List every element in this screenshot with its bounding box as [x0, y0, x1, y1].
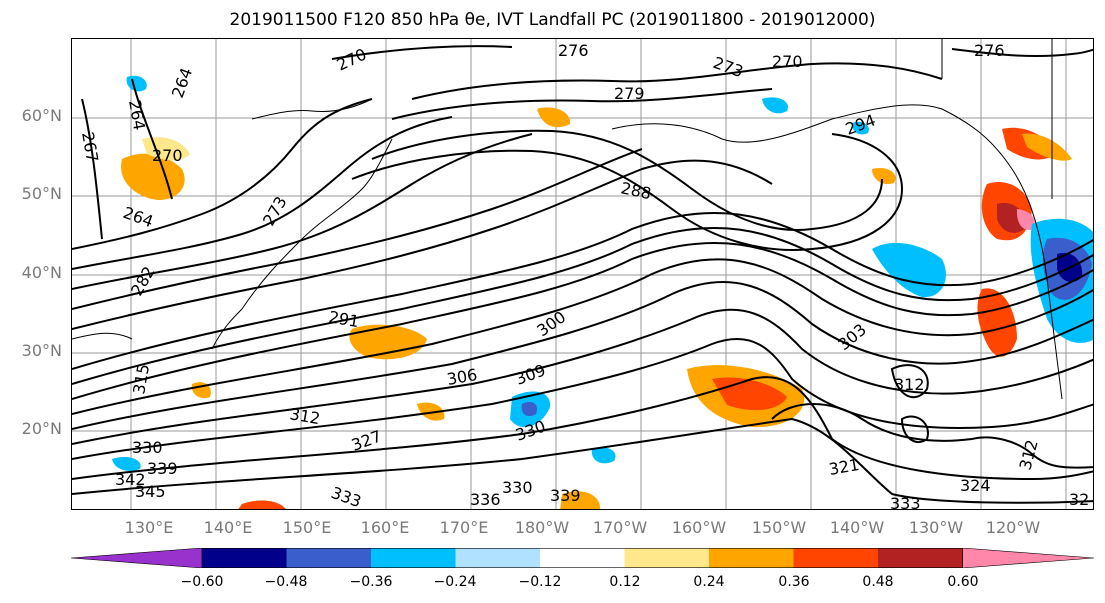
coastlines: [72, 39, 1063, 400]
lon-label: 120°W: [985, 518, 1041, 537]
contour-label: 342: [115, 470, 146, 489]
contour-label: 267: [78, 130, 102, 163]
contour-label: 321: [827, 455, 860, 479]
map-panel: 276 270 273 270 276 264 264 279 267 270 …: [71, 38, 1094, 510]
colorbar: [71, 548, 1095, 568]
contour-label: 270: [152, 146, 183, 165]
colorbar-tick-label: 0.48: [862, 574, 894, 590]
colorbar-segment: [286, 548, 371, 568]
contour-label: 279: [614, 84, 645, 103]
contour-label: 339: [147, 459, 178, 478]
colorbar-tick-label: 0.24: [693, 574, 725, 590]
map-canvas: 276 270 273 270 276 264 264 279 267 270 …: [72, 39, 1093, 510]
contour-label: 312: [288, 404, 321, 428]
contour-label: 330: [132, 438, 163, 457]
lat-label: 40°N: [21, 263, 62, 282]
colorbar-tick-label: −0.24: [433, 574, 477, 590]
contour-label: 324: [960, 476, 991, 495]
contour-label: 333: [329, 483, 364, 510]
contour-label: 288: [619, 178, 653, 203]
colorbar-segment: [455, 548, 540, 568]
lon-label: 180°W: [514, 518, 570, 537]
map-title: 2019011500 F120 850 hPa θe, IVT Landfall…: [229, 10, 876, 30]
contour-label: 336: [470, 490, 501, 509]
lon-label: 150°E: [282, 518, 332, 537]
contour-label: 264: [125, 98, 149, 131]
colorbar-outline: [201, 548, 963, 568]
lon-label: 140°E: [203, 518, 253, 537]
contour-label: 264: [121, 203, 156, 231]
contour-label: 270: [334, 44, 370, 74]
contour-label: 339: [550, 486, 581, 505]
theta-e-contours: [72, 45, 1093, 504]
lon-label: 130°E: [124, 518, 174, 537]
colorbar-tick-label: −0.60: [180, 574, 224, 590]
contour-label: 264: [168, 65, 196, 100]
contour-label: 330: [502, 478, 533, 497]
colorbar-tick-label: −0.12: [518, 574, 562, 590]
colorbar-extend-min: [71, 548, 203, 568]
colorbar-segment: [202, 548, 287, 568]
ivt-shading: [112, 75, 1093, 509]
contour-label: 273: [711, 53, 746, 81]
colorbar-segment: [371, 548, 456, 568]
contour-label: 273: [259, 193, 291, 229]
colorbar-tick-label: 0.60: [947, 574, 979, 590]
lon-label: 170°E: [439, 518, 489, 537]
lat-label: 60°N: [21, 106, 62, 125]
contour-label: 333: [890, 494, 921, 510]
lat-label: 50°N: [21, 184, 62, 203]
contour-label: 312: [1016, 438, 1042, 472]
contour-label: 315: [129, 362, 153, 395]
contour-label: 309: [513, 360, 548, 388]
lat-label: 30°N: [21, 341, 62, 360]
contour-label: 276: [558, 41, 589, 60]
colorbar-segment: [540, 548, 625, 568]
contour-label: 312: [894, 375, 925, 394]
colorbar-tick-label: −0.48: [264, 574, 308, 590]
lat-label: 20°N: [21, 419, 62, 438]
contour-label: 291: [327, 307, 360, 331]
lon-label: 130°W: [908, 518, 964, 537]
contour-label: 276: [974, 41, 1005, 60]
contour-label: 345: [135, 482, 166, 501]
lon-label: 170°W: [592, 518, 648, 537]
contour-label: 270: [772, 52, 803, 71]
colorbar-tick-label: 0.12: [609, 574, 641, 590]
colorbar-segment: [624, 548, 709, 568]
colorbar-tick-label: 0.36: [778, 574, 810, 590]
colorbar-extend-max: [962, 548, 1095, 568]
colorbar-segment: [793, 548, 878, 568]
lon-label: 160°E: [360, 518, 410, 537]
contour-label: 303: [834, 320, 870, 354]
colorbar-segment: [878, 548, 963, 568]
colorbar-segment: [709, 548, 794, 568]
lon-label: 140°W: [829, 518, 885, 537]
contour-label: 306: [445, 365, 478, 389]
contour-label: 32: [1069, 490, 1089, 509]
lon-label: 150°W: [751, 518, 807, 537]
lon-label: 160°W: [671, 518, 727, 537]
colorbar-tick-label: −0.36: [349, 574, 393, 590]
